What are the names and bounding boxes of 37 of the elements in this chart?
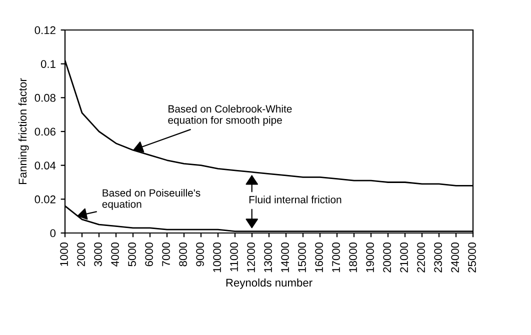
y-axis-title: Fanning friction factor xyxy=(18,78,29,184)
x-tick-label: 11000 xyxy=(230,242,238,272)
x-tick-label: 19000 xyxy=(366,242,374,272)
x-tick-label: 1000 xyxy=(60,242,68,266)
x-tick-label: 15000 xyxy=(298,242,306,272)
x-tick-label: 16000 xyxy=(315,242,323,272)
x-tick-label: 2000 xyxy=(77,242,85,266)
annotation: Based on Colebrook-White equation for smooth pipe xyxy=(168,104,292,126)
x-tick-label: 14000 xyxy=(281,242,289,272)
y-tick-label: 0 xyxy=(50,229,56,238)
x-tick-label: 5000 xyxy=(128,242,136,266)
x-tick-label: 24000 xyxy=(451,242,459,272)
x-tick-label: 25000 xyxy=(468,242,476,272)
annotation: Based on Poiseuille's equation xyxy=(102,188,200,210)
y-tick-label: 0.12 xyxy=(34,26,56,34)
annotation: Fluid internal friction xyxy=(249,196,342,204)
x-tick-label: 7000 xyxy=(162,242,170,266)
y-tick-label: 0.04 xyxy=(34,162,56,170)
x-tick-label: 8000 xyxy=(179,242,187,266)
y-tick-label: 0.1 xyxy=(40,60,56,68)
x-tick-label: 23000 xyxy=(434,242,442,272)
x-tick-label: 20000 xyxy=(383,242,391,272)
y-tick-label: 0.02 xyxy=(34,195,56,204)
y-tick-label: 0.06 xyxy=(34,128,56,136)
x-tick-label: 3000 xyxy=(94,242,102,266)
x-tick-label: 9000 xyxy=(196,242,204,266)
x-tick-label: 10000 xyxy=(213,242,221,272)
x-tick-label: 21000 xyxy=(400,242,408,272)
x-tick-label: 6000 xyxy=(145,242,153,266)
x-tick-label: 17000 xyxy=(332,242,340,272)
x-tick-label: 22000 xyxy=(417,242,425,272)
x-tick-label: 12000 xyxy=(247,242,255,272)
x-tick-label: 13000 xyxy=(264,242,272,272)
y-tick-label: 0.08 xyxy=(34,94,56,102)
x-tick-label: 18000 xyxy=(349,242,357,272)
x-tick-label: 4000 xyxy=(111,242,119,266)
x-axis-title: Reynolds number xyxy=(226,278,312,289)
